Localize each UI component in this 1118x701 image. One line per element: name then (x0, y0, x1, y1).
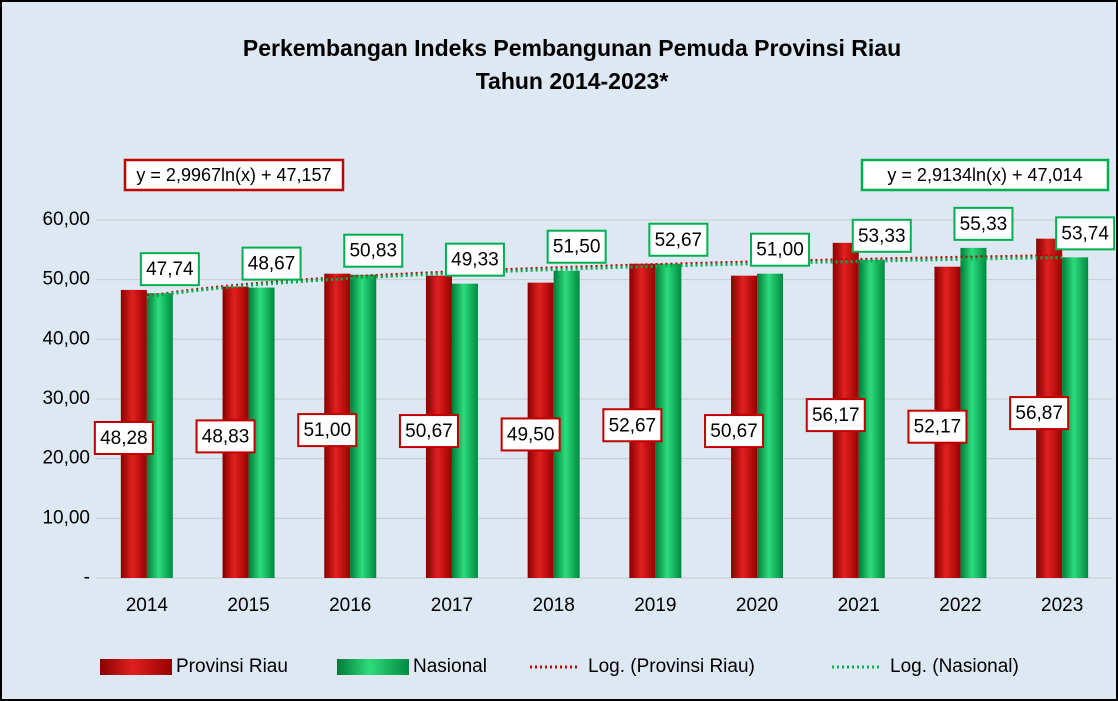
data-label: 49,50 (507, 424, 555, 445)
data-label: 50,83 (349, 241, 397, 262)
data-label-box (750, 232, 811, 267)
data-label-box (241, 246, 302, 281)
data-label: 51,00 (303, 420, 351, 441)
data-label: 55,33 (960, 214, 1008, 235)
data-label-box (602, 408, 663, 443)
data-label-box (805, 398, 866, 433)
legend-label: Nasional (413, 656, 487, 677)
y-tick-label: 40,00 (42, 328, 90, 349)
data-label-box (1055, 216, 1116, 251)
equation: y = 2,9967ln(x) + 47,157 (136, 165, 331, 185)
data-label: 50,67 (405, 421, 453, 442)
y-tick-label: - (84, 567, 90, 588)
x-tick-label: 2020 (736, 595, 778, 616)
x-tick-label: 2022 (939, 595, 981, 616)
x-tick-label: 2019 (634, 595, 676, 616)
data-label: 51,50 (553, 237, 601, 258)
data-label: 53,74 (1061, 223, 1109, 244)
x-tick-label: 2023 (1041, 595, 1083, 616)
x-tick-label: 2018 (533, 595, 575, 616)
x-tick-label: 2021 (838, 595, 880, 616)
legend-swatch (100, 659, 172, 675)
data-label: 48,83 (202, 426, 250, 447)
data-label: 50,67 (710, 421, 758, 442)
chart-title: Perkembangan Indeks Pembangunan Pemuda P… (243, 35, 901, 61)
chart-subtitle: Tahun 2014-2023* (476, 68, 669, 94)
y-tick-label: 20,00 (42, 448, 90, 469)
data-label-box (195, 419, 256, 454)
data-label: 48,28 (100, 428, 148, 449)
data-label-box (444, 242, 505, 277)
legend-label: Log. (Provinsi Riau) (588, 656, 755, 677)
data-label-box (93, 420, 154, 455)
legend-swatch (337, 659, 409, 675)
data-label-box (648, 222, 709, 257)
data-label-box (139, 252, 200, 287)
x-tick-label: 2014 (126, 595, 169, 616)
data-label-box (704, 414, 765, 449)
data-label: 51,00 (756, 240, 804, 261)
data-label: 52,17 (914, 417, 962, 438)
legend-label: Provinsi Riau (176, 656, 288, 677)
data-label: 48,67 (248, 254, 296, 275)
data-label-box (953, 206, 1014, 241)
data-label-box (907, 409, 968, 444)
data-label: 56,17 (812, 405, 860, 426)
data-label: 53,33 (858, 226, 906, 247)
x-tick-label: 2017 (431, 595, 473, 616)
data-label: 52,67 (655, 230, 703, 251)
equation-box (860, 158, 1110, 192)
data-label-box (851, 218, 912, 253)
data-label-box (398, 414, 459, 449)
y-tick-label: 10,00 (42, 507, 90, 528)
x-tick-label: 2015 (227, 595, 269, 616)
legend-label: Log. (Nasional) (890, 656, 1019, 677)
data-label-box (343, 233, 404, 268)
data-label: 56,87 (1015, 403, 1063, 424)
data-label-box (546, 229, 607, 264)
data-label: 49,33 (451, 250, 499, 271)
y-tick-label: 60,00 (42, 209, 90, 230)
y-tick-label: 30,00 (42, 388, 90, 409)
equation: y = 2,9134ln(x) + 47,014 (887, 165, 1082, 185)
data-label-box (500, 417, 561, 452)
data-label-box (1009, 396, 1070, 431)
data-label: 52,67 (609, 415, 657, 436)
data-label-box (297, 413, 358, 448)
data-label: 47,74 (146, 259, 194, 280)
y-tick-label: 50,00 (42, 269, 90, 290)
x-tick-label: 2016 (329, 595, 371, 616)
equation-box (123, 158, 345, 192)
